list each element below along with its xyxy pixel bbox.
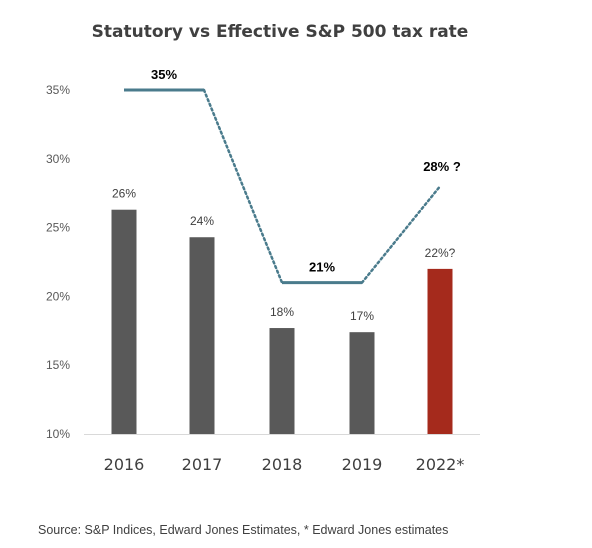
y-tick-label: 25% xyxy=(46,221,70,235)
bar-data-label: 18% xyxy=(270,305,294,319)
bar xyxy=(427,268,453,434)
bar xyxy=(189,237,215,434)
x-tick-label: 2017 xyxy=(182,455,223,474)
y-tick-label: 15% xyxy=(46,358,70,372)
statutory-line-dotted-segment xyxy=(202,88,284,284)
x-tick-label: 2019 xyxy=(342,455,383,474)
line-data-label: 35% xyxy=(151,67,177,82)
y-tick-label: 10% xyxy=(46,427,70,441)
line-data-label: 21% xyxy=(309,260,335,275)
y-tick-label: 35% xyxy=(46,83,70,97)
bar xyxy=(349,332,375,434)
x-tick-label: 2016 xyxy=(104,455,145,474)
y-tick-label: 20% xyxy=(46,289,70,303)
bar-data-label: 26% xyxy=(112,187,136,201)
bar-data-label: 22%? xyxy=(425,246,456,260)
bar-data-label: 17% xyxy=(350,309,374,323)
x-tick-label: 2018 xyxy=(262,455,303,474)
x-tick-label: 2022* xyxy=(416,455,465,474)
chart-title: Statutory vs Effective S&P 500 tax rate xyxy=(91,22,469,42)
line-data-label: 28% ? xyxy=(423,159,461,174)
statutory-line-dotted-segment xyxy=(360,185,442,284)
bar xyxy=(269,328,295,434)
y-tick-label: 30% xyxy=(46,152,70,166)
bar xyxy=(111,209,137,434)
bar-data-label: 24% xyxy=(190,214,214,228)
source-note: Source: S&P Indices, Edward Jones Estima… xyxy=(38,523,449,537)
